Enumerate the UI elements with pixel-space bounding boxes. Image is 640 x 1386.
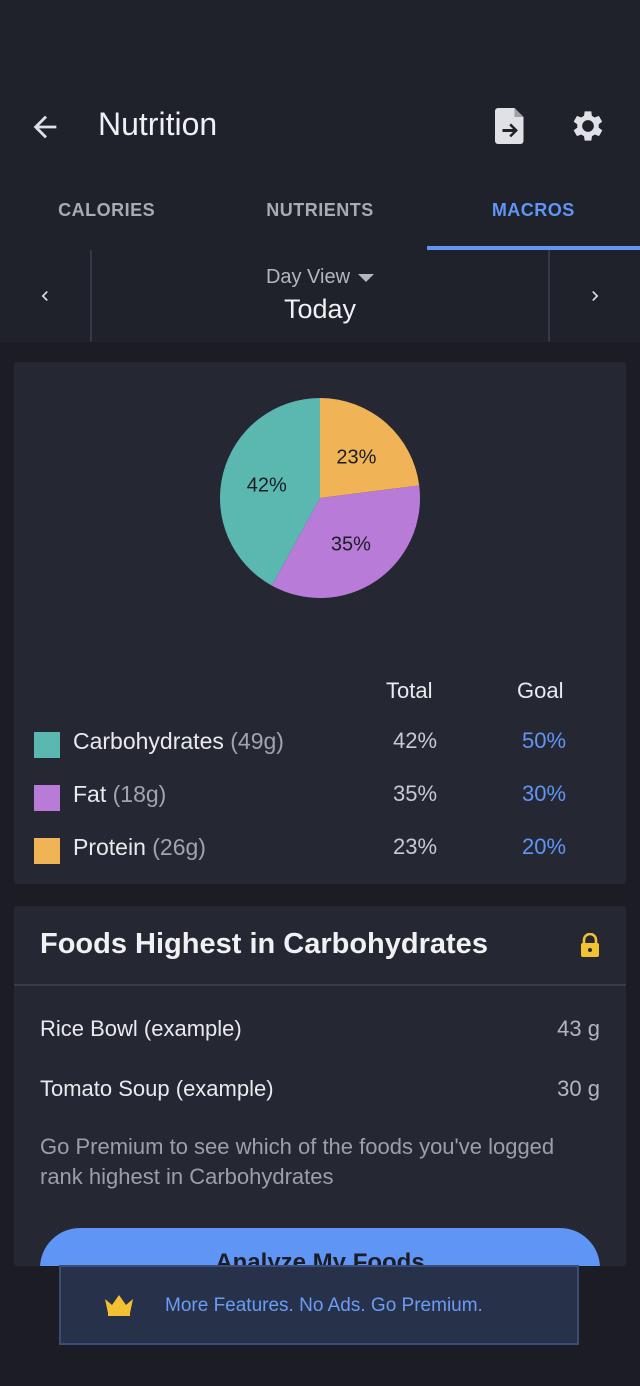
macro-row-fat: Fat (18g) 35% 30% bbox=[14, 777, 626, 817]
app-bar: Nutrition CALORIES NUTRIENTS MACROS bbox=[0, 0, 640, 250]
tab-calories[interactable]: CALORIES bbox=[58, 199, 156, 220]
premium-banner-text: More Features. No Ads. Go Premium. bbox=[165, 1295, 483, 1316]
analyze-my-foods-button[interactable]: Analyze My Foods bbox=[40, 1228, 600, 1266]
carbohydrates-color-swatch bbox=[34, 732, 60, 758]
view-mode-label: Day View bbox=[265, 266, 351, 288]
macro-name: Protein (26g) bbox=[73, 834, 206, 861]
lock-icon[interactable] bbox=[580, 933, 600, 957]
chevron-right-icon bbox=[592, 291, 599, 301]
pie-label-fat: 35% bbox=[331, 533, 371, 555]
food-item-name: Tomato Soup (example) bbox=[40, 1076, 274, 1101]
chevron-left-icon bbox=[41, 291, 48, 301]
macro-goal: 50% bbox=[521, 728, 567, 753]
crown-icon bbox=[105, 1295, 133, 1316]
gear-icon[interactable] bbox=[568, 106, 608, 146]
back-arrow-icon[interactable] bbox=[28, 110, 62, 144]
tab-bar: CALORIES NUTRIENTS MACROS bbox=[0, 170, 640, 250]
column-header-goal: Goal bbox=[517, 678, 564, 703]
date-selector[interactable]: Day View Today bbox=[92, 250, 548, 342]
export-file-icon[interactable] bbox=[492, 106, 528, 146]
previous-day-button[interactable] bbox=[0, 250, 92, 342]
pie-label-carbohydrates: 42% bbox=[247, 474, 287, 496]
macro-label: Protein bbox=[73, 834, 146, 860]
protein-color-swatch bbox=[34, 838, 60, 864]
macro-name: Carbohydrates (49g) bbox=[73, 728, 284, 755]
macro-total: 23% bbox=[392, 834, 438, 859]
food-item-name: Rice Bowl (example) bbox=[40, 1016, 242, 1041]
date-navigator: Day View Today bbox=[0, 250, 640, 342]
macro-grams: (49g) bbox=[230, 728, 284, 754]
divider bbox=[14, 984, 626, 986]
macro-label: Carbohydrates bbox=[73, 728, 224, 754]
macro-total: 35% bbox=[392, 781, 438, 806]
view-mode-dropdown[interactable]: Day View bbox=[92, 266, 548, 289]
premium-promo-text: Go Premium to see which of the foods you… bbox=[40, 1134, 555, 1189]
macro-goal: 20% bbox=[521, 834, 567, 859]
food-item-amount: 43 g bbox=[557, 1016, 600, 1041]
macros-card: 23% 35% 42% Total Goal Carbohydrates (49g)… bbox=[14, 362, 626, 884]
macro-label: Fat bbox=[73, 781, 107, 807]
tab-nutrients[interactable]: NUTRIENTS bbox=[266, 199, 374, 220]
macro-name: Fat (18g) bbox=[73, 781, 166, 808]
macro-grams: (18g) bbox=[112, 781, 167, 807]
foods-card-title: Foods Highest in Carbohydrates bbox=[40, 928, 488, 960]
next-day-button[interactable] bbox=[548, 250, 640, 342]
macros-pie-chart: 23% 35% 42% bbox=[220, 398, 420, 598]
premium-banner[interactable]: More Features. No Ads. Go Premium. bbox=[59, 1265, 579, 1345]
pie-slice-protein bbox=[320, 398, 420, 498]
food-item-amount: 30 g bbox=[557, 1076, 600, 1101]
pie-slice-carbohydrates bbox=[220, 398, 320, 586]
macro-goal: 30% bbox=[521, 781, 567, 806]
macro-row-protein: Protein (26g) 23% 20% bbox=[14, 830, 626, 870]
fat-color-swatch bbox=[34, 785, 60, 811]
page-title: Nutrition bbox=[98, 106, 218, 142]
macro-grams: (26g) bbox=[152, 834, 206, 860]
macro-total: 42% bbox=[392, 728, 438, 753]
macro-row-carbohydrates: Carbohydrates (49g) 42% 50% bbox=[14, 724, 626, 764]
column-header-total: Total bbox=[386, 678, 433, 703]
caret-down-icon bbox=[358, 273, 375, 282]
pie-slice-fat bbox=[271, 485, 420, 598]
foods-highest-card: Foods Highest in Carbohydrates Rice Bowl… bbox=[14, 906, 626, 1266]
tab-macros[interactable]: MACROS bbox=[426, 170, 640, 250]
pie-label-protein: 23% bbox=[336, 447, 376, 469]
selected-date: Today bbox=[283, 294, 357, 324]
